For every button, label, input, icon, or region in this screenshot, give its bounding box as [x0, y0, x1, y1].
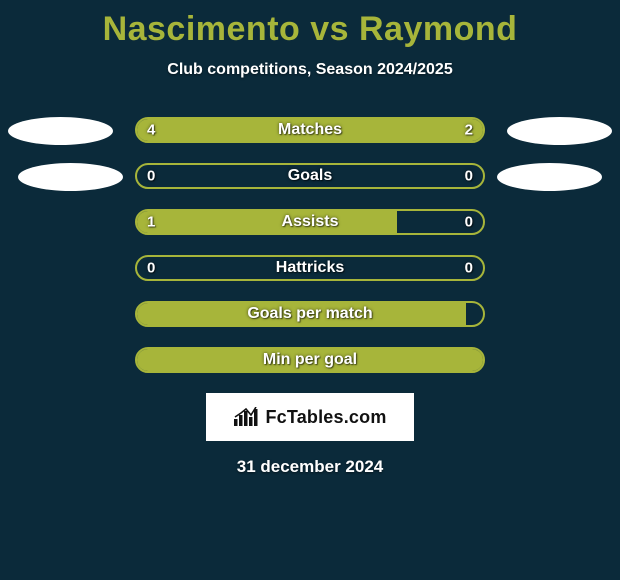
stat-bar: Goals per match [135, 301, 485, 327]
brand-text: FcTables.com [265, 407, 386, 428]
page-title: Nascimento vs Raymond [0, 0, 620, 49]
stat-label: Hattricks [276, 259, 344, 277]
stat-label: Min per goal [263, 351, 357, 369]
stat-value-left: 4 [147, 122, 155, 139]
stat-bar: 0 Goals 0 [135, 163, 485, 189]
stat-row-matches: 4 Matches 2 [0, 117, 620, 143]
brand-badge: FcTables.com [206, 393, 414, 441]
stat-label: Goals per match [247, 305, 372, 323]
stat-bar: 4 Matches 2 [135, 117, 485, 143]
stat-bar: Min per goal [135, 347, 485, 373]
stat-bar-left [137, 211, 397, 233]
stat-label: Goals [288, 167, 332, 185]
stat-bar: 0 Hattricks 0 [135, 255, 485, 281]
bar-chart-icon [233, 407, 259, 427]
stat-value-left: 0 [147, 260, 155, 277]
stat-bar: 1 Assists 0 [135, 209, 485, 235]
stat-value-left: 0 [147, 168, 155, 185]
stat-row-hattricks: 0 Hattricks 0 [0, 255, 620, 281]
stat-row-assists: 1 Assists 0 [0, 209, 620, 235]
stat-value-right: 0 [465, 214, 473, 231]
stat-row-goals-per-match: Goals per match [0, 301, 620, 327]
stat-value-left: 1 [147, 214, 155, 231]
date-label: 31 december 2024 [0, 457, 620, 477]
stat-row-goals: 0 Goals 0 [0, 163, 620, 189]
comparison-chart: 4 Matches 2 0 Goals 0 1 Assists 0 [0, 117, 620, 373]
stat-bar-gap [466, 303, 483, 325]
page-subtitle: Club competitions, Season 2024/2025 [0, 61, 620, 79]
stat-value-right: 0 [465, 260, 473, 277]
stat-value-right: 2 [465, 122, 473, 139]
stat-value-right: 0 [465, 168, 473, 185]
stat-label: Assists [282, 213, 339, 231]
stat-label: Matches [278, 121, 342, 139]
stat-row-min-per-goal: Min per goal [0, 347, 620, 373]
